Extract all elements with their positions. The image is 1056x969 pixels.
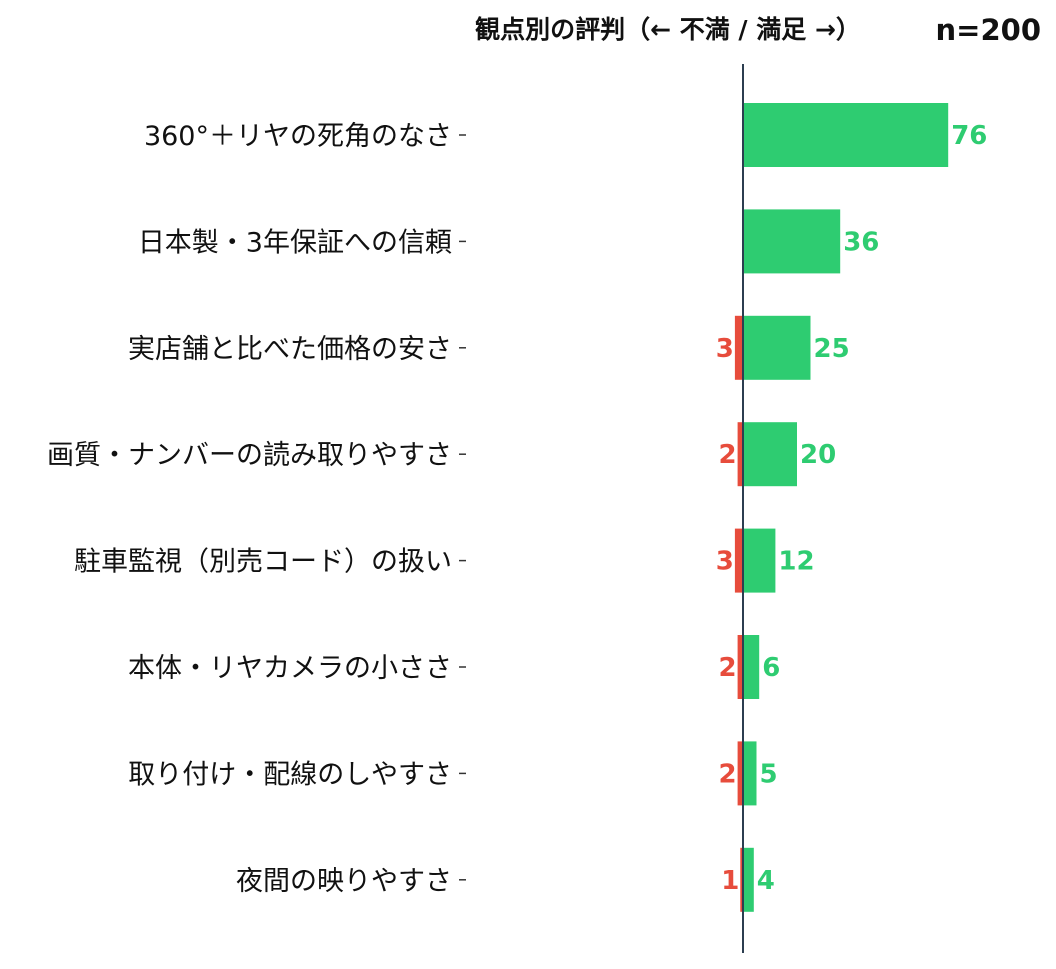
positive-value-label: 5 [760,759,778,789]
negative-value-label: 1 [721,866,739,896]
negative-value-label: 2 [719,440,737,470]
negative-bar [740,847,743,912]
negative-value-label: 2 [719,653,737,683]
negative-bar [734,528,743,593]
negative-value-label: 3 [716,547,734,577]
category-label: 画質・ナンバーの読み取りやすさ [47,440,452,471]
negative-bar [737,422,743,487]
positive-bar [743,528,776,593]
category-label: 実店舗と比べた価格の安さ [128,334,452,365]
category-label: 取り付け・配線のしやすさ [128,759,452,790]
positive-bar [743,741,757,806]
category-labels-layer: 360°＋リヤの死角のなさ日本製・3年保証への信頼実店舗と比べた価格の安さ画質・… [47,121,466,897]
positive-value-label: 12 [778,547,814,577]
negative-bar [734,315,743,380]
positive-value-label: 20 [800,440,836,470]
category-label: 駐車監視（別売コード）の扱い [74,547,452,578]
negative-value-label: 3 [716,334,734,364]
positive-bar [743,103,949,167]
positive-bar [743,315,811,380]
positive-bar [743,847,754,912]
positive-value-label: 4 [757,866,775,896]
positive-value-label: 36 [843,227,879,257]
positive-bar [743,209,841,274]
positive-value-label: 25 [814,334,850,364]
negative-bar [737,635,743,699]
positive-bar [743,422,797,487]
negative-bar [737,741,743,806]
category-label: 本体・リヤカメラの小ささ [128,653,452,684]
negative-value-label: 2 [719,759,737,789]
category-label: 夜間の映りやすさ [236,866,452,897]
category-label: 日本製・3年保証への信頼 [138,227,452,258]
sample-size-label: n=200 [936,13,1041,47]
positive-bar [743,635,760,699]
positive-value-label: 6 [762,653,780,683]
category-label: 360°＋リヤの死角のなさ [144,121,452,152]
positive-value-label: 76 [951,121,987,151]
chart-title: 観点別の評判（← 不満 / 満足 →） [475,15,861,44]
